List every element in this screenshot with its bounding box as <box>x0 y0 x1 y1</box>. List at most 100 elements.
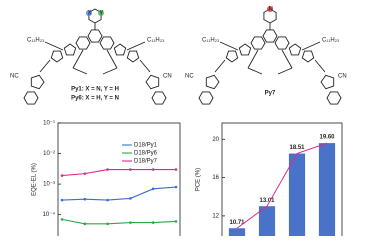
point <box>151 168 155 171</box>
legend-label: D18/Py7 <box>134 159 158 165</box>
point <box>174 185 178 189</box>
y-tick-label: 10⁻⁴ <box>43 211 56 218</box>
point <box>129 221 132 224</box>
trend-line <box>236 142 328 229</box>
point <box>83 197 87 201</box>
y-tick-label: 16 <box>212 175 219 181</box>
y-tick-label: 10⁻² <box>43 151 55 157</box>
compound-label: Py7 <box>265 91 276 97</box>
bond <box>44 41 64 51</box>
ring <box>320 74 335 90</box>
point <box>60 198 64 202</box>
ring <box>151 91 167 105</box>
point <box>83 222 87 226</box>
ring <box>63 43 77 56</box>
bond <box>281 49 293 69</box>
y-tick-label: 20 <box>212 137 219 143</box>
ring <box>238 43 252 56</box>
point <box>60 174 64 177</box>
side-chain: C₁₁H₂₃ <box>202 38 220 44</box>
series-line <box>61 186 177 201</box>
y-tick-label: 10⁻³ <box>43 182 55 188</box>
point <box>129 168 132 171</box>
point <box>60 218 64 221</box>
series-line <box>61 218 177 225</box>
bond <box>314 59 326 73</box>
ring <box>145 74 160 90</box>
ring <box>75 36 91 50</box>
bond <box>219 41 239 51</box>
ring <box>301 50 315 63</box>
ring <box>262 29 278 43</box>
bar <box>228 228 246 238</box>
point <box>106 198 109 202</box>
point <box>151 221 155 224</box>
page: X Y C₁₁H₂₃ C₁₁H₂₃ NC CN N C₁₁H₂₃ C₁₁H₂₃ NC CN Py1: … <box>10 6 347 239</box>
value-label: 18.51 <box>289 145 305 151</box>
bond <box>247 49 259 69</box>
ring-atom: X <box>88 11 92 17</box>
ring <box>205 74 220 90</box>
ring <box>326 91 342 105</box>
figure: X Y C₁₁H₂₃ C₁₁H₂₃ NC CN N C₁₁H₂₃ C₁₁H₂₃ NC CN Py1: … <box>10 6 347 239</box>
ring <box>99 36 115 50</box>
y-tick-label: 12 <box>212 213 219 219</box>
ring-atom: N <box>269 7 273 13</box>
highlight-atom <box>98 10 104 16</box>
ring <box>198 91 214 105</box>
bar <box>288 153 306 238</box>
bond <box>277 67 293 75</box>
y-axis-label: PCE (%) <box>196 168 202 191</box>
bond <box>106 49 118 69</box>
ring <box>23 91 39 105</box>
bar <box>258 206 276 238</box>
ring <box>288 43 302 56</box>
end-group: NC <box>10 74 19 80</box>
ring <box>50 50 64 63</box>
bond <box>126 41 146 51</box>
side-chain: C₁₁H₂₃ <box>27 38 45 44</box>
bond <box>247 67 263 75</box>
ring <box>113 43 127 56</box>
point <box>151 187 155 191</box>
ring <box>30 74 45 90</box>
point <box>83 172 87 175</box>
end-group: CN <box>163 74 172 80</box>
point <box>129 197 132 200</box>
value-label: 19.60 <box>319 135 335 141</box>
highlight-atom <box>267 6 273 12</box>
side-chain: C₁₁H₂₃ <box>322 38 340 44</box>
bond <box>301 41 321 51</box>
bond <box>214 59 226 73</box>
series-line <box>61 168 176 177</box>
ring <box>87 29 103 43</box>
y-tick-label: 10⁻¹ <box>43 121 55 127</box>
y-axis-label: EQE-EL (%) <box>32 163 38 196</box>
highlight-atom <box>86 10 92 16</box>
value-label: 10.71 <box>229 220 245 226</box>
ring <box>225 50 239 63</box>
bond <box>139 59 151 73</box>
point <box>106 222 109 226</box>
value-label: 13.01 <box>259 198 275 204</box>
bond <box>39 59 51 73</box>
bond <box>72 49 84 69</box>
ring <box>274 36 290 50</box>
point <box>106 168 109 171</box>
compound-label: Py1: X = N, Y = H <box>71 87 119 93</box>
end-group: NC <box>185 74 194 80</box>
plot-frame <box>57 122 181 239</box>
ring-atom: Y <box>100 11 104 17</box>
bond <box>72 67 88 75</box>
compound-label: Py6: X = H, Y = N <box>71 96 119 102</box>
side-chain: C₁₁H₂₃ <box>147 38 165 44</box>
point <box>174 168 178 171</box>
molecule-drawings <box>23 6 342 105</box>
point <box>174 220 178 223</box>
ring <box>250 36 266 50</box>
bond <box>102 67 118 75</box>
legend-label: D18/Py1 <box>134 143 158 149</box>
bar <box>318 143 336 238</box>
legend-label: D18/Py6 <box>134 151 158 157</box>
end-group: CN <box>338 74 347 80</box>
